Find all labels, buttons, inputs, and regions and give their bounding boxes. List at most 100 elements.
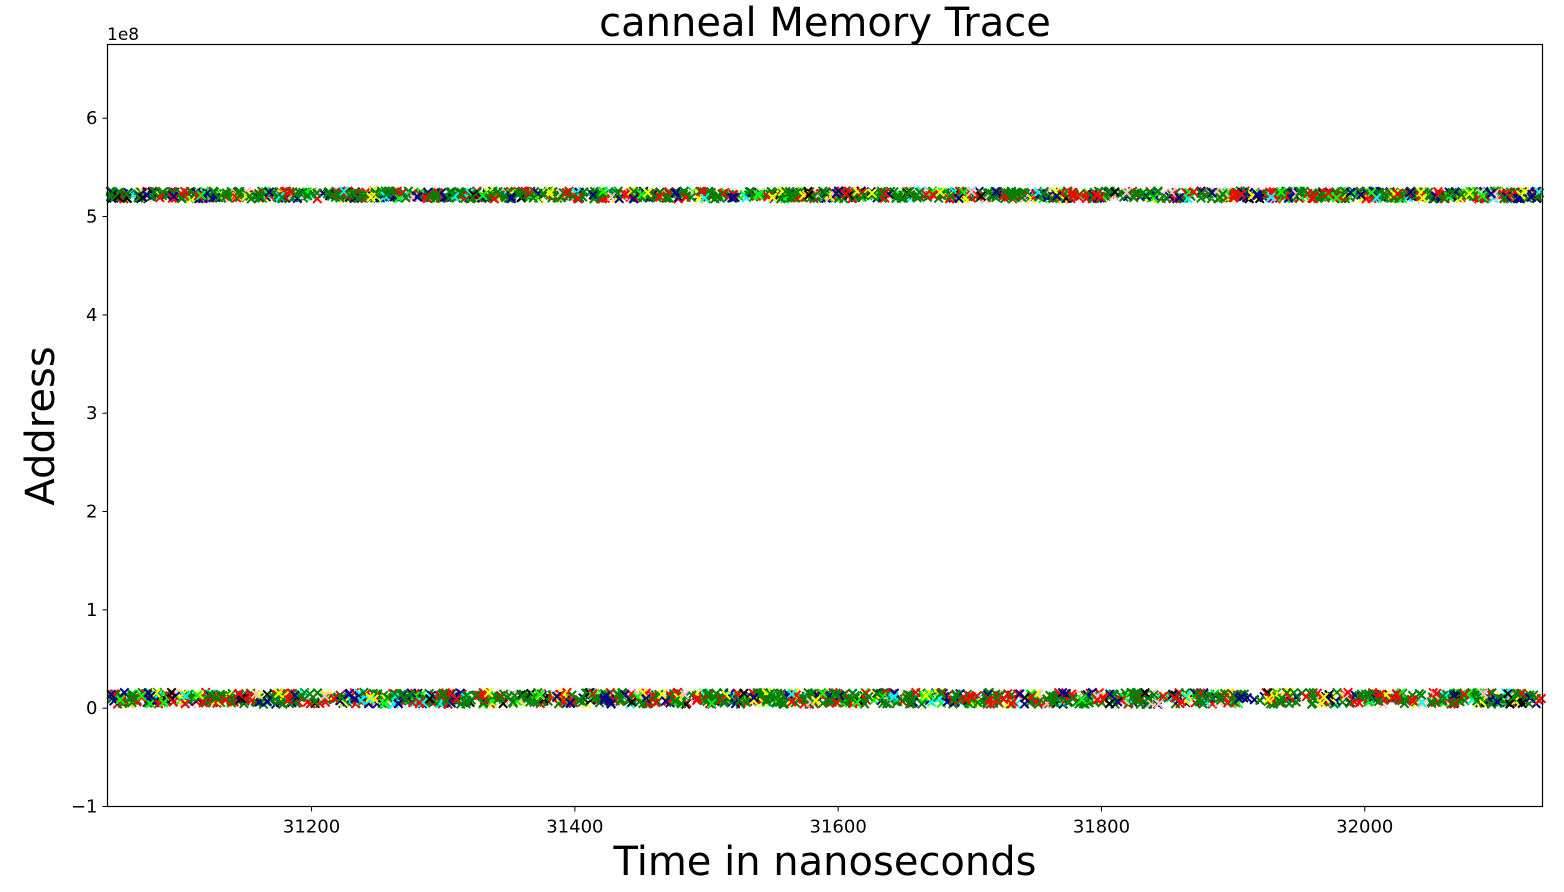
trace-point: [168, 191, 179, 202]
trace-point: [534, 689, 545, 700]
trace-point: [1019, 699, 1030, 709]
trace-point: [881, 698, 892, 709]
y-tick-label: 4: [86, 305, 97, 326]
trace-point: [1426, 696, 1437, 707]
trace-point: [741, 697, 752, 708]
trace-point: [379, 698, 390, 709]
trace-point: [1200, 691, 1211, 702]
trace-point: [517, 690, 527, 701]
trace-point: [1012, 689, 1023, 699]
trace-point: [405, 689, 416, 700]
trace-point: [1192, 688, 1202, 699]
trace-point: [1536, 693, 1547, 704]
trace-point: [1034, 688, 1044, 699]
y-tick-label: 6: [86, 108, 97, 129]
trace-point: [748, 692, 759, 703]
trace-point: [115, 694, 126, 705]
trace-point: [430, 193, 441, 204]
trace-point: [626, 186, 637, 196]
trace-point: [210, 192, 221, 203]
trace-point: [786, 689, 797, 699]
trace-point: [561, 187, 572, 198]
x-tick-label: 31400: [546, 817, 603, 838]
trace-point: [277, 699, 288, 709]
trace-point: [1266, 192, 1276, 203]
trace-point: [935, 688, 946, 699]
trace-point: [859, 699, 870, 709]
trace-point: [1122, 189, 1132, 200]
trace-point: [314, 187, 325, 198]
trace-point: [393, 698, 404, 709]
trace-point: [1511, 688, 1522, 699]
trace-point: [657, 689, 667, 700]
trace-point: [1324, 689, 1335, 700]
trace-point: [414, 697, 425, 708]
trace-point: [273, 688, 284, 699]
trace-point: [1363, 689, 1374, 699]
trace-point: [921, 690, 931, 701]
trace-point: [775, 193, 786, 204]
trace-point: [660, 696, 671, 706]
trace-point: [573, 193, 583, 204]
trace-point: [1517, 698, 1528, 709]
trace-point: [424, 694, 435, 704]
trace-point: [202, 188, 212, 199]
trace-point: [1169, 692, 1180, 703]
trace-point: [718, 188, 729, 199]
trace-point: [1277, 693, 1288, 704]
trace-point: [1048, 697, 1059, 708]
x-axis-label: Time in nanoseconds: [613, 839, 1037, 885]
trace-point: [588, 189, 599, 200]
trace-point: [726, 193, 737, 203]
trace-point: [338, 186, 349, 197]
y-tick-label: −1: [71, 797, 98, 818]
trace-point: [745, 186, 756, 197]
trace-point: [1524, 690, 1535, 700]
trace-point: [226, 697, 237, 708]
trace-point: [692, 693, 703, 704]
trace-point: [626, 697, 637, 708]
trace-point: [676, 698, 687, 709]
trace-point: [599, 693, 609, 704]
trace-point: [1499, 192, 1510, 203]
trace-point: [483, 687, 494, 698]
trace-point: [1306, 193, 1317, 204]
trace-point: [1291, 697, 1302, 707]
trace-point: [343, 689, 354, 700]
trace-point: [1447, 187, 1458, 198]
trace-point: [366, 192, 376, 203]
y-tick-label: 1: [86, 600, 97, 621]
trace-point: [349, 188, 360, 199]
trace-point: [935, 187, 945, 197]
trace-point: [1343, 687, 1353, 698]
trace-point: [1379, 188, 1390, 199]
trace-point: [889, 186, 899, 197]
trace-point: [176, 193, 187, 204]
y-axis-offset-label: 1e8: [107, 25, 139, 45]
trace-point: [220, 695, 231, 706]
trace-point: [776, 695, 787, 706]
trace-point: [1006, 698, 1017, 709]
scatter-points: [105, 186, 1547, 710]
trace-point: [346, 188, 357, 199]
trace-point: [599, 695, 610, 706]
trace-point: [719, 698, 730, 708]
trace-point: [1492, 696, 1503, 707]
trace-point: [246, 193, 257, 204]
x-tick-label: 31600: [810, 817, 867, 838]
trace-point: [1486, 188, 1497, 199]
trace-point: [289, 690, 300, 701]
trace-point: [876, 188, 887, 199]
trace-point: [1109, 187, 1120, 197]
trace-point: [910, 687, 921, 698]
trace-point: [1135, 699, 1146, 710]
trace-point: [906, 698, 917, 709]
trace-point: [1081, 193, 1092, 204]
trace-point: [1308, 687, 1319, 698]
trace-point: [1188, 187, 1199, 197]
trace-point: [831, 188, 842, 199]
trace-point: [213, 192, 224, 203]
trace-point: [323, 186, 334, 197]
trace-point: [734, 695, 745, 706]
